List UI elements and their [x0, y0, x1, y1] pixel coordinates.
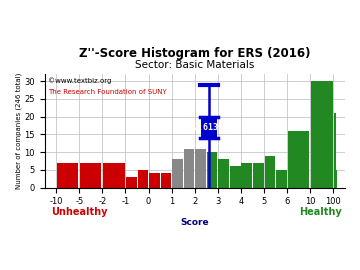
Text: Healthy: Healthy — [299, 207, 342, 217]
Bar — [242, 163, 252, 188]
Bar — [336, 170, 337, 188]
Bar — [334, 113, 336, 188]
Bar — [172, 159, 183, 188]
Bar — [207, 173, 217, 188]
Bar — [57, 163, 78, 188]
Bar — [253, 163, 264, 188]
Text: 2.6139: 2.6139 — [194, 123, 224, 132]
Y-axis label: Number of companies (246 total): Number of companies (246 total) — [15, 73, 22, 189]
Bar — [103, 163, 125, 188]
Bar — [172, 170, 183, 188]
FancyBboxPatch shape — [201, 117, 217, 138]
Bar — [230, 166, 240, 188]
Title: Z''-Score Histogram for ERS (2016): Z''-Score Histogram for ERS (2016) — [79, 48, 311, 60]
Bar — [207, 163, 217, 188]
Bar — [195, 148, 206, 188]
Bar — [311, 81, 333, 188]
Bar — [219, 159, 229, 188]
Bar — [138, 170, 148, 188]
Bar — [219, 177, 229, 188]
X-axis label: Score: Score — [180, 218, 209, 227]
Bar — [276, 170, 287, 188]
Bar — [195, 170, 206, 188]
Bar — [161, 173, 171, 188]
Bar — [207, 152, 217, 188]
Bar — [184, 148, 194, 188]
Text: ©www.textbiz.org: ©www.textbiz.org — [48, 77, 111, 84]
Bar — [126, 177, 136, 188]
Bar — [184, 170, 194, 188]
Bar — [149, 173, 160, 188]
Text: Sector: Basic Materials: Sector: Basic Materials — [135, 60, 255, 70]
Text: Unhealthy: Unhealthy — [51, 207, 108, 217]
Text: The Research Foundation of SUNY: The Research Foundation of SUNY — [48, 89, 166, 95]
Bar — [80, 163, 102, 188]
Bar — [288, 131, 309, 188]
Bar — [265, 156, 275, 188]
